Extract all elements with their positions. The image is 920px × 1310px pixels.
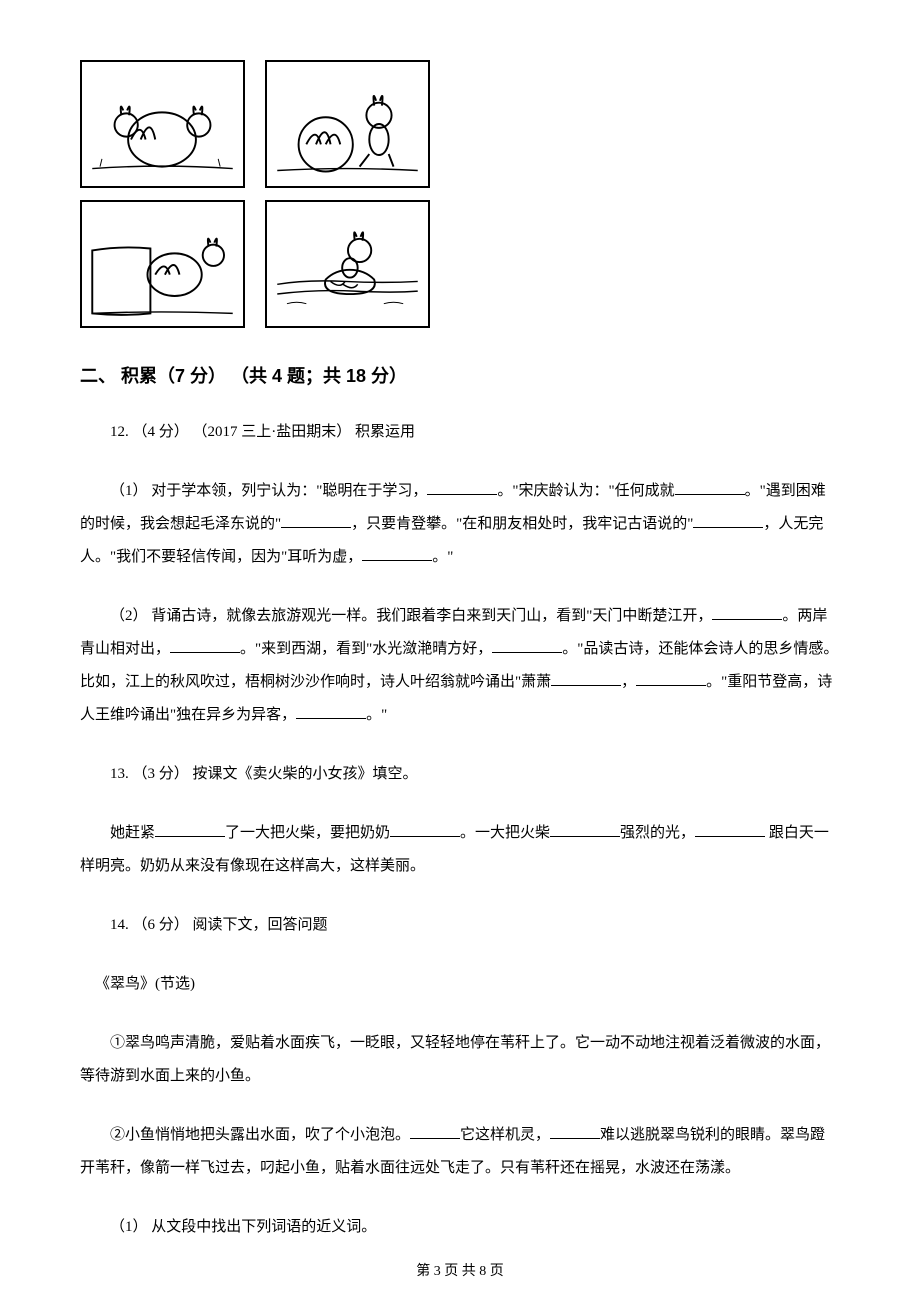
image-row-2 — [80, 200, 840, 328]
blank — [712, 605, 782, 620]
image-rabbit-3 — [80, 200, 245, 328]
blank — [390, 822, 460, 837]
blank — [550, 822, 620, 837]
q13-text3: 。一大把火柴 — [460, 825, 550, 841]
image-rabbit-1 — [80, 60, 245, 188]
q14-sub1: （1） 从文段中找出下列词语的近义词。 — [80, 1211, 840, 1244]
q13-text2: 了一大把火柴，要把奶奶 — [225, 825, 390, 841]
q14-para1: ①翠鸟鸣声清脆，爱贴着水面疾飞，一眨眼，又轻轻地停在苇秆上了。它一动不动地注视着… — [80, 1027, 840, 1093]
q12-sub1-text2: 。"宋庆龄认为："任何成就 — [497, 483, 674, 499]
blank — [551, 671, 621, 686]
blank — [427, 480, 497, 495]
q13-body: 她赶紧了一大把火柴，要把奶奶。一大把火柴强烈的光， 跟白天一样明亮。奶奶从来没有… — [80, 817, 840, 883]
q14-para2-text2: 它这样机灵， — [460, 1127, 550, 1143]
q14-para2-text1: ②小鱼悄悄地把头露出水面，吹了个小泡泡。 — [110, 1127, 410, 1143]
q12-sub2-text7: 。" — [366, 707, 387, 723]
blank — [693, 513, 763, 528]
q13-text4: 强烈的光， — [620, 825, 695, 841]
blank — [155, 822, 225, 837]
q12-header: 12. （4 分） （2017 三上·盐田期末） 积累运用 — [80, 416, 840, 449]
q12-sub1-text1: （1） 对于学本领，列宁认为："聪明在于学习， — [110, 483, 427, 499]
q12-sub1: （1） 对于学本领，列宁认为："聪明在于学习，。"宋庆龄认为："任何成就。"遇到… — [80, 475, 840, 574]
section-heading: 二、 积累（7 分） （共 4 题；共 18 分） — [80, 362, 840, 388]
q12-sub2-text1: （2） 背诵古诗，就像去旅游观光一样。我们跟着李白来到天门山，看到"天门中断楚江… — [110, 608, 712, 624]
blank — [281, 513, 351, 528]
blank — [296, 704, 366, 719]
q12-sub1-text4: ，只要肯登攀。"在和朋友相处时，我牢记古语说的" — [351, 516, 693, 532]
q12-sub2: （2） 背诵古诗，就像去旅游观光一样。我们跟着李白来到天门山，看到"天门中断楚江… — [80, 600, 840, 732]
blank — [636, 671, 706, 686]
blank — [362, 546, 432, 561]
q12-sub2-text5: ， — [621, 674, 636, 690]
q12-sub2-text3: 。"来到西湖，看到"水光潋滟晴方好， — [240, 641, 492, 657]
image-row-1 — [80, 60, 840, 188]
q14-title: 《翠鸟》(节选) — [80, 968, 840, 1001]
blank — [695, 822, 765, 837]
q13-header: 13. （3 分） 按课文《卖火柴的小女孩》填空。 — [80, 758, 840, 791]
q13-text1: 她赶紧 — [110, 825, 155, 841]
q14-para2: ②小鱼悄悄地把头露出水面，吹了个小泡泡。它这样机灵，难以逃脱翠鸟锐利的眼睛。翠鸟… — [80, 1119, 840, 1185]
blank — [170, 638, 240, 653]
blank — [675, 480, 745, 495]
q14-header: 14. （6 分） 阅读下文，回答问题 — [80, 909, 840, 942]
image-rabbit-2 — [265, 60, 430, 188]
blank — [550, 1124, 600, 1139]
image-rabbit-4 — [265, 200, 430, 328]
page-footer: 第 3 页 共 8 页 — [0, 1260, 920, 1280]
q12-sub1-text6: 。" — [432, 549, 453, 565]
blank — [410, 1124, 460, 1139]
blank — [492, 638, 562, 653]
